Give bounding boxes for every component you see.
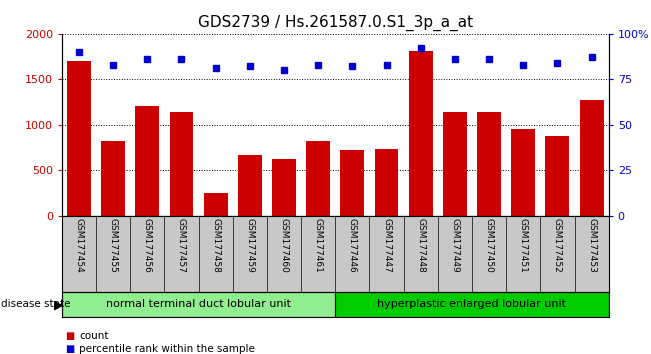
Bar: [101, 141, 125, 216]
Bar: [511, 129, 535, 216]
Text: disease state: disease state: [1, 299, 71, 309]
Text: GSM177449: GSM177449: [450, 218, 460, 273]
Bar: [477, 112, 501, 216]
Bar: [238, 155, 262, 216]
Text: GSM177451: GSM177451: [519, 218, 528, 273]
Bar: [374, 149, 398, 216]
Bar: [340, 150, 365, 216]
Text: count: count: [79, 331, 109, 341]
Bar: [204, 193, 228, 216]
Bar: [409, 51, 433, 216]
Text: GSM177460: GSM177460: [279, 218, 288, 273]
Bar: [135, 105, 159, 216]
Bar: [169, 112, 193, 216]
Text: ▶: ▶: [54, 298, 64, 311]
Text: GSM177461: GSM177461: [314, 218, 323, 273]
Text: GSM177450: GSM177450: [484, 218, 493, 273]
Text: percentile rank within the sample: percentile rank within the sample: [79, 344, 255, 354]
Text: GSM177457: GSM177457: [177, 218, 186, 273]
Text: GSM177459: GSM177459: [245, 218, 255, 273]
Text: GSM177453: GSM177453: [587, 218, 596, 273]
Text: GSM177452: GSM177452: [553, 218, 562, 273]
Bar: [546, 136, 570, 216]
Text: GSM177447: GSM177447: [382, 218, 391, 273]
Bar: [579, 100, 603, 216]
Bar: [67, 61, 91, 216]
Bar: [335, 292, 609, 317]
Text: GSM177448: GSM177448: [416, 218, 425, 273]
Text: hyperplastic enlarged lobular unit: hyperplastic enlarged lobular unit: [378, 299, 566, 309]
Text: GSM177454: GSM177454: [74, 218, 83, 273]
Text: GSM177446: GSM177446: [348, 218, 357, 273]
Text: normal terminal duct lobular unit: normal terminal duct lobular unit: [106, 299, 291, 309]
Text: GSM177458: GSM177458: [211, 218, 220, 273]
Bar: [62, 292, 335, 317]
Text: GSM177456: GSM177456: [143, 218, 152, 273]
Text: ■: ■: [65, 331, 74, 341]
Text: ■: ■: [65, 344, 74, 354]
Bar: [272, 159, 296, 216]
Bar: [306, 141, 330, 216]
Text: GSM177455: GSM177455: [109, 218, 118, 273]
Title: GDS2739 / Hs.261587.0.S1_3p_a_at: GDS2739 / Hs.261587.0.S1_3p_a_at: [198, 15, 473, 31]
Bar: [443, 112, 467, 216]
